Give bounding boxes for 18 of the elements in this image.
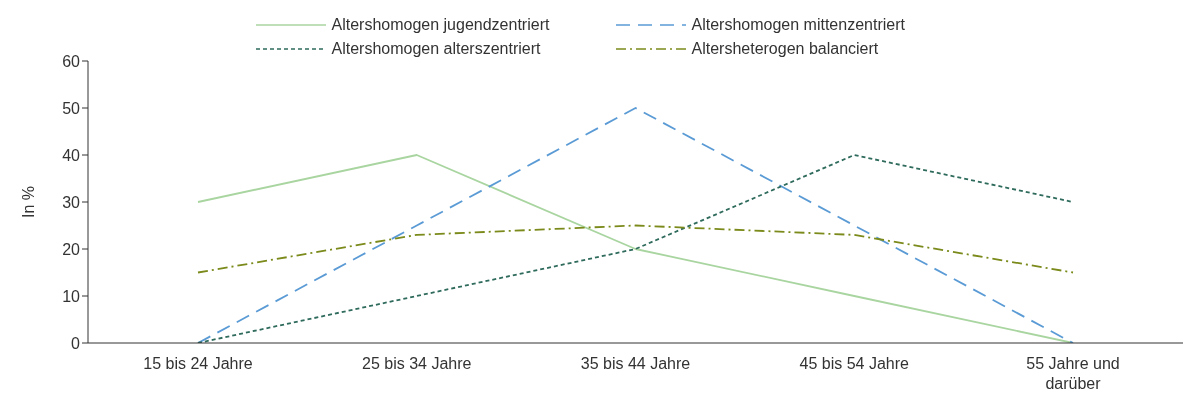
y-tick-label: 40 (62, 146, 81, 164)
y-tick-label: 0 (71, 334, 81, 352)
y-axis-title: In % (19, 185, 37, 219)
y-tick-label: 50 (62, 99, 81, 117)
line-series (197, 154, 1074, 343)
x-tick-label: 45 bis 54 Jahre (799, 355, 910, 372)
legend-label: Altersheterogen balanciert (691, 40, 879, 58)
x-tick-label: 15 bis 24 Jahre (143, 355, 253, 372)
legend-label: Altershomogen mittenzentriert (691, 16, 905, 34)
x-tick-label: 35 bis 44 Jahre (580, 355, 691, 372)
y-tick-label: 20 (62, 240, 81, 258)
y-tick-label: 10 (62, 287, 81, 305)
y-tick-label: 60 (62, 52, 81, 70)
x-tick-label: 55 Jahre und darüber (1026, 355, 1120, 392)
legend-label: Altershomogen jugendzentriert (331, 16, 550, 34)
y-tick-label: 30 (62, 193, 81, 211)
legend-label: Altershomogen alterszentriert (331, 40, 541, 58)
x-tick-label: 25 bis 34 Jahre (362, 355, 472, 372)
